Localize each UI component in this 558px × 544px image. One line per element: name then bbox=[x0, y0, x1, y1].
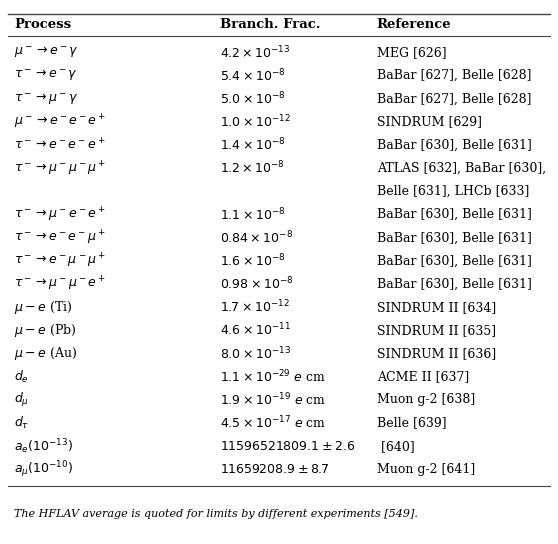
Text: $a_e(10^{-13})$: $a_e(10^{-13})$ bbox=[14, 437, 73, 456]
Text: $4.5 \times 10^{-17}$ $e$ cm: $4.5 \times 10^{-17}$ $e$ cm bbox=[220, 415, 326, 431]
Text: Branch. Frac.: Branch. Frac. bbox=[220, 18, 321, 32]
Text: BaBar [627], Belle [628]: BaBar [627], Belle [628] bbox=[377, 92, 531, 106]
Text: $1.2 \times 10^{-8}$: $1.2 \times 10^{-8}$ bbox=[220, 160, 285, 177]
Text: SINDRUM II [636]: SINDRUM II [636] bbox=[377, 347, 496, 360]
Text: $\tau^- \to \mu^-\gamma$: $\tau^- \to \mu^-\gamma$ bbox=[14, 91, 78, 107]
Text: $0.84 \times 10^{-8}$: $0.84 \times 10^{-8}$ bbox=[220, 230, 294, 246]
Text: [640]: [640] bbox=[377, 440, 415, 453]
Text: $\mu^- \to e^-\gamma$: $\mu^- \to e^-\gamma$ bbox=[14, 45, 78, 60]
Text: $8.0 \times 10^{-13}$: $8.0 \times 10^{-13}$ bbox=[220, 345, 291, 362]
Text: BaBar [630], Belle [631]: BaBar [630], Belle [631] bbox=[377, 208, 532, 221]
Text: BaBar [630], Belle [631]: BaBar [630], Belle [631] bbox=[377, 139, 532, 152]
Text: BaBar [627], Belle [628]: BaBar [627], Belle [628] bbox=[377, 69, 531, 82]
Text: $\mu - e$ (Ti): $\mu - e$ (Ti) bbox=[14, 299, 72, 316]
Text: BaBar [630], Belle [631]: BaBar [630], Belle [631] bbox=[377, 231, 532, 244]
Text: Muon g-2 [638]: Muon g-2 [638] bbox=[377, 393, 475, 406]
Text: $\tau^- \to \mu^-\mu^-e^+$: $\tau^- \to \mu^-\mu^-e^+$ bbox=[14, 275, 106, 293]
Text: $1.7 \times 10^{-12}$: $1.7 \times 10^{-12}$ bbox=[220, 299, 290, 316]
Text: $\mu - e$ (Pb): $\mu - e$ (Pb) bbox=[14, 322, 76, 339]
Text: $1.1 \times 10^{-8}$: $1.1 \times 10^{-8}$ bbox=[220, 206, 286, 223]
Text: $11596521809.1 \pm 2.6$: $11596521809.1 \pm 2.6$ bbox=[220, 440, 355, 453]
Text: $1.9 \times 10^{-19}$ $e$ cm: $1.9 \times 10^{-19}$ $e$ cm bbox=[220, 392, 326, 408]
Text: $d_\tau$: $d_\tau$ bbox=[14, 415, 29, 431]
Text: BaBar [630], Belle [631]: BaBar [630], Belle [631] bbox=[377, 255, 532, 268]
Text: $\mu^- \to e^-e^-e^+$: $\mu^- \to e^-e^-e^+$ bbox=[14, 113, 106, 131]
Text: SINDRUM II [635]: SINDRUM II [635] bbox=[377, 324, 496, 337]
Text: ACME II [637]: ACME II [637] bbox=[377, 370, 469, 384]
Text: $\mu - e$ (Au): $\mu - e$ (Au) bbox=[14, 345, 77, 362]
Text: $\tau^- \to e^-\mu^-\mu^+$: $\tau^- \to e^-\mu^-\mu^+$ bbox=[14, 252, 106, 270]
Text: $\tau^- \to \mu^-e^-e^+$: $\tau^- \to \mu^-e^-e^+$ bbox=[14, 206, 106, 224]
Text: ATLAS [632], BaBar [630],: ATLAS [632], BaBar [630], bbox=[377, 162, 546, 175]
Text: SINDRUM II [634]: SINDRUM II [634] bbox=[377, 301, 496, 314]
Text: $a_\mu(10^{-10})$: $a_\mu(10^{-10})$ bbox=[14, 459, 73, 480]
Text: Belle [631], LHCb [633]: Belle [631], LHCb [633] bbox=[377, 185, 529, 198]
Text: $1.4 \times 10^{-8}$: $1.4 \times 10^{-8}$ bbox=[220, 137, 286, 153]
Text: $\tau^- \to e^-e^-\mu^+$: $\tau^- \to e^-e^-\mu^+$ bbox=[14, 228, 106, 247]
Text: $4.2 \times 10^{-13}$: $4.2 \times 10^{-13}$ bbox=[220, 44, 291, 61]
Text: $1.0 \times 10^{-12}$: $1.0 \times 10^{-12}$ bbox=[220, 114, 291, 131]
Text: Reference: Reference bbox=[377, 18, 451, 32]
Text: $\tau^- \to e^-e^-e^+$: $\tau^- \to e^-e^-e^+$ bbox=[14, 138, 105, 153]
Text: $5.0 \times 10^{-8}$: $5.0 \times 10^{-8}$ bbox=[220, 91, 286, 107]
Text: SINDRUM [629]: SINDRUM [629] bbox=[377, 115, 482, 128]
Text: Process: Process bbox=[14, 18, 71, 32]
Text: $1.1 \times 10^{-29}$ $e$ cm: $1.1 \times 10^{-29}$ $e$ cm bbox=[220, 368, 326, 385]
Text: MEG [626]: MEG [626] bbox=[377, 46, 446, 59]
Text: $0.98 \times 10^{-8}$: $0.98 \times 10^{-8}$ bbox=[220, 276, 294, 293]
Text: Muon g-2 [641]: Muon g-2 [641] bbox=[377, 463, 475, 476]
Text: $1.6 \times 10^{-8}$: $1.6 \times 10^{-8}$ bbox=[220, 253, 286, 269]
Text: Belle [639]: Belle [639] bbox=[377, 417, 446, 430]
Text: $\tau^- \to \mu^-\mu^-\mu^+$: $\tau^- \to \mu^-\mu^-\mu^+$ bbox=[14, 159, 107, 177]
Text: BaBar [630], Belle [631]: BaBar [630], Belle [631] bbox=[377, 277, 532, 290]
Text: $\tau^- \to e^-\gamma$: $\tau^- \to e^-\gamma$ bbox=[14, 68, 78, 83]
Text: $d_\mu$: $d_\mu$ bbox=[14, 391, 29, 409]
Text: $d_e$: $d_e$ bbox=[14, 369, 29, 385]
Text: $11659208.9 \pm 8.7$: $11659208.9 \pm 8.7$ bbox=[220, 463, 330, 476]
Text: $4.6 \times 10^{-11}$: $4.6 \times 10^{-11}$ bbox=[220, 322, 291, 339]
Text: The HFLAV average is quoted for limits by different experiments [549].: The HFLAV average is quoted for limits b… bbox=[14, 509, 418, 519]
Text: $5.4 \times 10^{-8}$: $5.4 \times 10^{-8}$ bbox=[220, 67, 286, 84]
